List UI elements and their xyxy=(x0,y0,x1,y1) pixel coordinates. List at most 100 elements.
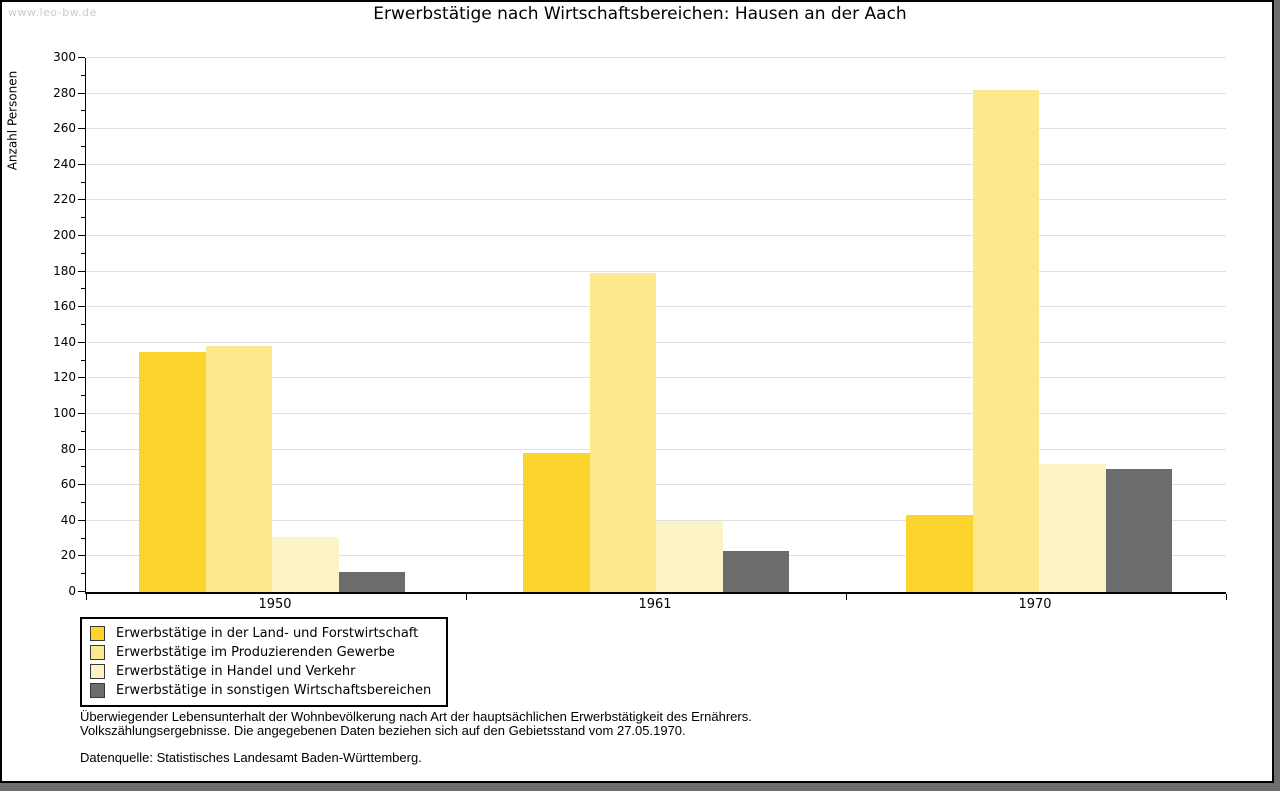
legend-item: Erwerbstätige im Produzierenden Gewerbe xyxy=(90,643,442,662)
y-minor-tick xyxy=(81,288,85,290)
y-minor-tick xyxy=(81,430,85,432)
y-tick-label: 180 xyxy=(53,263,76,278)
y-minor-tick xyxy=(81,395,85,397)
y-tick-label: 120 xyxy=(53,370,76,385)
bar-1961-s2 xyxy=(589,273,656,592)
y-tick xyxy=(78,306,85,308)
gridline xyxy=(86,163,1226,165)
y-tick-label: 80 xyxy=(60,441,76,456)
legend-item: Erwerbstätige in der Land- und Forstwirt… xyxy=(90,624,442,643)
x-category-label: 1950 xyxy=(258,597,292,612)
y-tick-label: 40 xyxy=(60,512,76,527)
y-minor-tick xyxy=(81,181,85,183)
gridline xyxy=(86,270,1226,272)
window-edge-bottom xyxy=(0,783,1280,791)
gridline xyxy=(86,235,1226,236)
y-tick-label: 140 xyxy=(53,334,76,349)
y-minor-tick xyxy=(81,74,85,76)
bar-1950-s3 xyxy=(272,536,339,592)
y-tick-label: 20 xyxy=(60,548,76,563)
window-edge-right xyxy=(1274,0,1280,791)
x-tick xyxy=(466,594,467,600)
plot-area xyxy=(78,57,1227,600)
y-minor-tick xyxy=(81,537,85,539)
y-minor-tick xyxy=(81,466,85,468)
legend-label: Erwerbstätige in der Land- und Forstwirt… xyxy=(116,626,419,641)
legend: Erwerbstätige in der Land- und Forstwirt… xyxy=(80,617,448,707)
legend-swatch xyxy=(90,626,105,641)
y-tick xyxy=(78,377,85,379)
x-category-label: 1961 xyxy=(638,597,672,612)
y-minor-tick xyxy=(81,217,85,219)
bar-1950-s4 xyxy=(338,572,405,592)
gridline xyxy=(86,484,1226,486)
gridline xyxy=(86,128,1226,130)
legend-label: Erwerbstätige in sonstigen Wirtschaftsbe… xyxy=(116,683,432,698)
y-tick xyxy=(78,128,85,130)
watermark: www.leo-bw.de xyxy=(8,6,97,19)
y-minor-tick xyxy=(81,146,85,147)
legend-item: Erwerbstätige in sonstigen Wirtschaftsbe… xyxy=(90,681,442,700)
x-tick xyxy=(86,594,87,600)
y-tick-label: 220 xyxy=(53,192,76,207)
y-minor-tick xyxy=(81,359,85,361)
bar-1961-s1 xyxy=(523,453,590,592)
y-minor-tick xyxy=(81,324,85,325)
gridline xyxy=(86,377,1226,379)
y-tick-label: 240 xyxy=(53,156,76,171)
y-minor-tick xyxy=(81,110,85,112)
y-tick xyxy=(78,413,85,414)
gridline xyxy=(86,413,1226,414)
y-tick xyxy=(78,448,85,450)
y-tick-label: 100 xyxy=(53,406,76,420)
y-minor-tick xyxy=(81,252,85,254)
x-tick xyxy=(846,594,847,600)
bar-1970-s4 xyxy=(1105,469,1172,592)
gridline xyxy=(86,306,1226,308)
legend-label: Erwerbstätige in Handel und Verkehr xyxy=(116,664,356,679)
legend-label: Erwerbstätige im Produzierenden Gewerbe xyxy=(116,645,395,660)
bar-1970-s3 xyxy=(1039,463,1106,592)
legend-item: Erwerbstätige in Handel und Verkehr xyxy=(90,662,442,681)
y-tick-label: 280 xyxy=(53,85,76,100)
chart-title: Erwerbstätige nach Wirtschaftsbereichen:… xyxy=(373,4,907,24)
bar-1961-s4 xyxy=(722,551,789,592)
x-tick xyxy=(1226,594,1227,600)
y-tick xyxy=(78,519,85,521)
y-tick xyxy=(78,270,85,272)
y-tick-label: 300 xyxy=(53,50,76,64)
x-category-label: 1970 xyxy=(1018,597,1052,612)
y-tick-label: 0 xyxy=(68,584,76,598)
gridline xyxy=(86,519,1226,521)
y-minor-tick xyxy=(81,502,85,503)
bar-1950-s1 xyxy=(139,351,206,592)
footnote: Überwiegender Lebensunterhalt der Wohnbe… xyxy=(80,710,752,765)
footnote-line-1: Überwiegender Lebensunterhalt der Wohnbe… xyxy=(80,709,752,724)
gridline xyxy=(86,92,1226,94)
y-axis-title: Anzahl Personen xyxy=(5,70,20,171)
y-tick xyxy=(78,235,85,236)
y-tick-label: 160 xyxy=(53,299,76,314)
gridline xyxy=(86,448,1226,450)
bar-1950-s2 xyxy=(205,346,272,592)
y-tick xyxy=(78,591,85,592)
y-minor-tick xyxy=(81,573,85,575)
y-tick xyxy=(78,163,85,165)
y-tick xyxy=(78,555,85,557)
y-tick xyxy=(78,199,85,201)
y-tick xyxy=(78,484,85,486)
y-tick-label: 60 xyxy=(60,477,76,492)
bar-1961-s3 xyxy=(656,520,723,592)
gridline xyxy=(86,341,1226,343)
bar-1970-s2 xyxy=(972,90,1039,592)
bar-1970-s1 xyxy=(906,515,973,592)
y-tick-label: 260 xyxy=(53,121,76,136)
legend-swatch xyxy=(90,664,105,679)
footnote-line-2: Volkszählungsergebnisse. Die angegebenen… xyxy=(80,723,686,738)
data-source: Datenquelle: Statistisches Landesamt Bad… xyxy=(80,750,422,765)
gridline xyxy=(86,57,1226,58)
y-tick-label: 200 xyxy=(53,228,76,242)
y-tick xyxy=(78,341,85,343)
y-tick xyxy=(78,92,85,94)
